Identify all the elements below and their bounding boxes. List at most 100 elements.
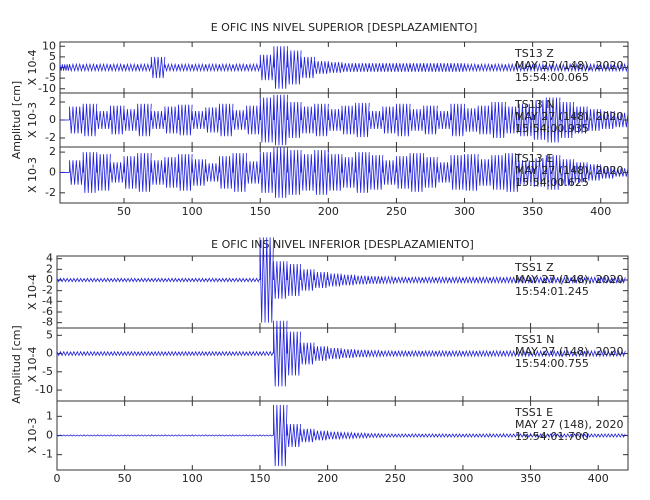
y-tick-label: -2 xyxy=(45,186,56,199)
waveform-segment xyxy=(613,62,629,73)
waveform-segment xyxy=(178,350,193,357)
waveform-segment xyxy=(286,331,301,376)
station-label: TSS1 N xyxy=(514,333,554,346)
waveform-segment xyxy=(600,110,615,130)
panel-frame xyxy=(59,146,629,204)
waveform-segment xyxy=(559,159,574,186)
waveform-segment xyxy=(396,63,411,72)
date-label: MAY 27 (148), 2020 xyxy=(515,273,623,286)
y-tick-label: 2 xyxy=(46,262,53,275)
station-label: TSS1 Z xyxy=(514,261,554,274)
x-tick-label: 100 xyxy=(182,205,203,218)
y-tick-label: 5 xyxy=(49,50,56,63)
y-tick-label: -8 xyxy=(42,316,53,329)
waveform-segment xyxy=(409,63,425,72)
y-tick-label: -10 xyxy=(38,82,56,95)
x-tick-label: 250 xyxy=(386,205,407,218)
chart-title: E OFIC INS NIVEL SUPERIOR [DESPLAZAMIENT… xyxy=(211,21,478,34)
waveform-segment xyxy=(448,433,464,438)
waveform-segment xyxy=(423,63,438,72)
waveform-segment xyxy=(340,274,356,286)
waveform-segment xyxy=(530,276,545,284)
waveform-segment xyxy=(150,160,166,185)
waveform-segment xyxy=(96,62,111,73)
scale-label: X 10-4 xyxy=(26,50,39,86)
waveform-segment xyxy=(151,277,166,283)
waveform-segment xyxy=(164,157,179,188)
waveform-segment xyxy=(476,349,491,358)
waveform-segment xyxy=(123,156,139,189)
date-label: MAY 27 (148), 2020 xyxy=(515,345,623,358)
date-label: MAY 27 (148), 2020 xyxy=(515,164,623,177)
waveform-segment xyxy=(489,432,504,438)
waveform-segment xyxy=(462,433,477,438)
waveform-segment xyxy=(259,97,275,143)
waveform-segment xyxy=(313,271,329,289)
waveform-segment xyxy=(532,100,547,140)
waveform-segment xyxy=(545,155,561,190)
y-tick-label: -1 xyxy=(42,448,53,461)
waveform-segment xyxy=(259,54,275,81)
waveform-segment xyxy=(83,350,98,357)
waveform-segment xyxy=(491,101,506,139)
waveform-segment xyxy=(584,276,599,284)
waveform-segment xyxy=(110,434,125,437)
waveform-segment xyxy=(232,277,247,283)
waveform-segment xyxy=(137,103,152,137)
waveform-segment xyxy=(340,431,356,440)
scale-label: X 10-3 xyxy=(26,418,39,454)
waveform-segment xyxy=(56,277,71,283)
waveform-segment xyxy=(518,103,534,137)
waveform-segment xyxy=(164,434,180,437)
y-axis-label: Amplitud [cm] xyxy=(10,81,23,159)
waveform-segment xyxy=(259,152,275,193)
y-tick-label: -10 xyxy=(35,383,53,396)
waveform-segment xyxy=(273,46,288,89)
waveform-segment xyxy=(69,106,84,134)
waveform-segment xyxy=(367,276,383,284)
waveform-segment xyxy=(516,432,531,438)
waveform-segment xyxy=(110,277,126,283)
waveform-segment xyxy=(178,62,193,73)
waveform-segment xyxy=(503,276,518,284)
date-label: MAY 27 (148), 2020 xyxy=(515,110,623,123)
waveform-segment xyxy=(505,106,520,134)
waveform-segment xyxy=(327,62,343,73)
waveform-segment xyxy=(354,275,369,285)
waveform-segment xyxy=(205,163,220,182)
waveform-segment xyxy=(450,155,465,190)
waveform-segment xyxy=(611,349,626,358)
waveform-segment xyxy=(327,431,342,440)
waveform-segment xyxy=(355,63,370,72)
waveform-segment xyxy=(287,150,302,195)
waveform-segment xyxy=(367,349,383,358)
waveform-segment xyxy=(409,109,425,131)
waveform-segment xyxy=(232,434,247,437)
x-tick-label: 400 xyxy=(590,205,611,218)
waveform-segment xyxy=(178,104,193,136)
waveform-segment xyxy=(570,433,586,438)
waveform-segment xyxy=(137,277,153,283)
time-label: 15:54:00.625 xyxy=(515,176,589,189)
waveform-segment xyxy=(450,103,465,137)
time-label: 15:54:00.755 xyxy=(515,357,589,370)
y-tick-label: 0 xyxy=(49,113,56,126)
waveform-segment xyxy=(246,277,261,283)
waveform-segment xyxy=(584,433,599,438)
waveform-segment xyxy=(218,156,234,189)
waveform-segment xyxy=(476,276,491,284)
waveform-segment xyxy=(408,349,423,358)
waveform-segment xyxy=(464,108,479,132)
waveform-segment xyxy=(300,106,316,134)
waveform-segment xyxy=(341,105,356,135)
waveform-segment xyxy=(394,276,410,284)
waveform-segment xyxy=(586,62,602,73)
waveform-segment xyxy=(151,434,166,437)
x-tick-label: 50 xyxy=(118,472,132,485)
time-label: 15:54:01.245 xyxy=(515,285,589,298)
waveform-segment xyxy=(570,276,586,284)
waveform-segment xyxy=(368,63,384,72)
waveform-segment xyxy=(464,62,479,73)
waveform-segment xyxy=(435,433,450,438)
